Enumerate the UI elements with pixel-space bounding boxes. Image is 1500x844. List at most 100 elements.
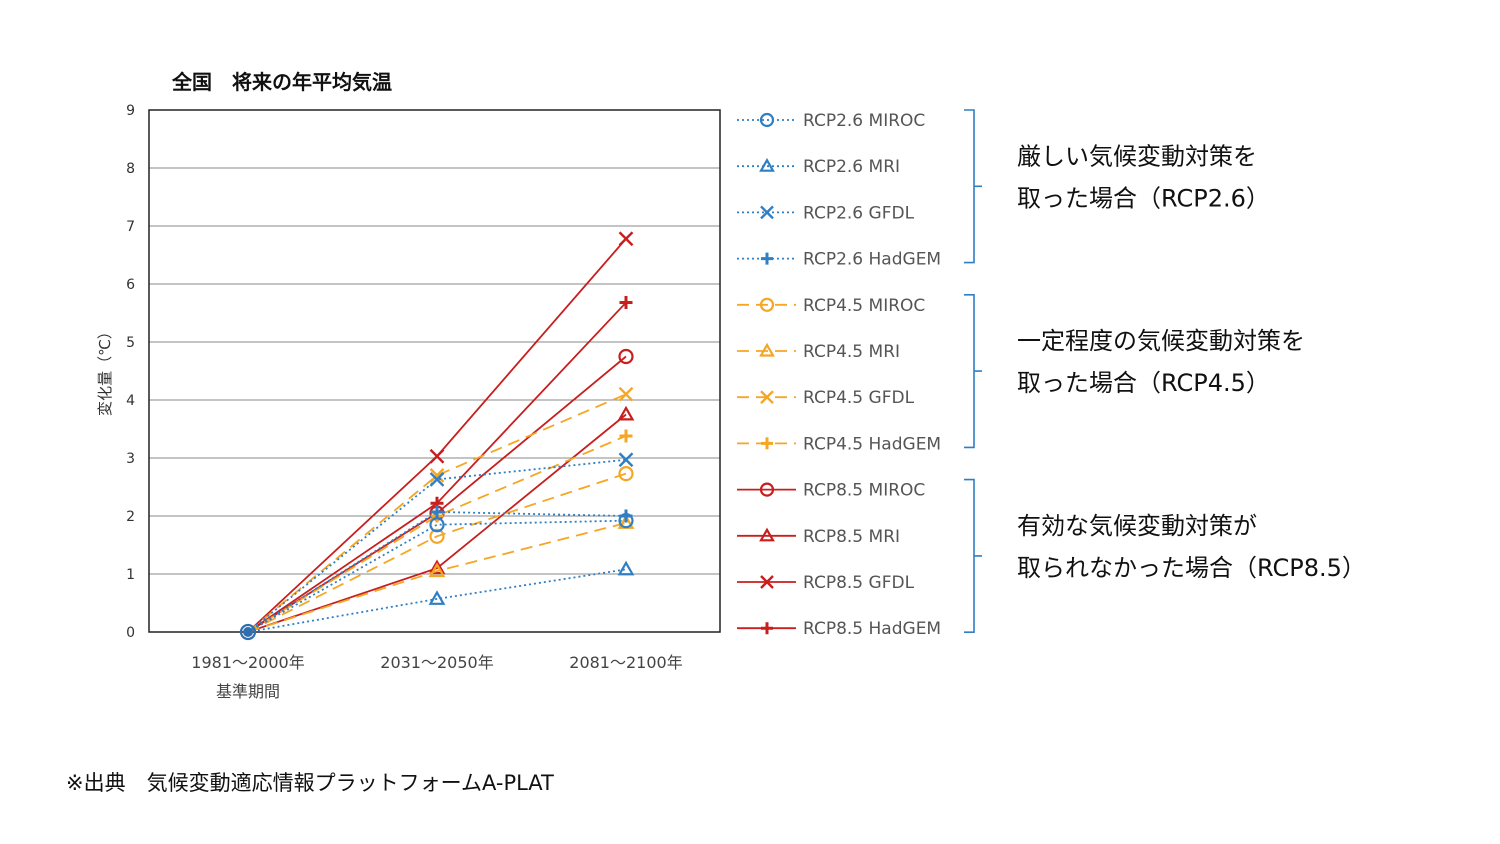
y-axis-label: 変化量（℃）	[96, 324, 114, 416]
y-tick-label: 1	[126, 567, 135, 583]
data-point	[429, 528, 445, 544]
data-point	[759, 527, 775, 542]
group-description: 取られなかった場合（RCP8.5）	[1017, 554, 1366, 582]
series-rcp2-6-gfdl	[247, 452, 634, 633]
group-bracket	[964, 109, 982, 264]
y-tick-label: 4	[126, 393, 135, 409]
data-point	[618, 466, 634, 482]
series-line	[247, 393, 627, 633]
data-point	[619, 429, 633, 443]
legend-label: RCP8.5 MIROC	[803, 481, 925, 501]
x-tick-label: 2031～2050年	[380, 653, 493, 672]
series-rcp2-6-mri	[247, 560, 635, 633]
data-point	[430, 505, 444, 519]
data-point	[618, 231, 634, 247]
group-description: 有効な気候変動対策が	[1017, 512, 1257, 540]
data-point	[759, 112, 775, 128]
data-point	[761, 437, 773, 450]
series-rcp2-6-hadgem	[247, 505, 633, 633]
data-point	[618, 348, 634, 365]
data-point	[429, 472, 445, 487]
group-description: 厳しい気候変動対策を	[1017, 142, 1257, 170]
series-line	[247, 472, 627, 633]
y-tick-label: 8	[126, 161, 135, 177]
group-bracket	[964, 294, 982, 449]
data-point	[760, 390, 774, 405]
group-bracket	[964, 478, 982, 633]
legend-item: RCP2.6 MIROC	[737, 111, 925, 131]
legend-label: RCP2.6 HadGEM	[803, 250, 941, 270]
x-tick-label: 2081～2100年	[569, 653, 682, 672]
legend-label: RCP4.5 GFDL	[803, 388, 915, 408]
legend-item: RCP8.5 MRI	[737, 527, 900, 547]
data-point	[759, 157, 775, 172]
legend-item: RCP4.5 GFDL	[737, 388, 915, 408]
y-tick-label: 3	[126, 451, 135, 467]
legend-item: RCP8.5 MIROC	[737, 481, 925, 501]
legend-item: RCP8.5 GFDL	[737, 573, 915, 593]
y-tick-label: 5	[126, 335, 135, 351]
data-point	[617, 560, 635, 576]
legend-item: RCP2.6 HadGEM	[737, 250, 941, 270]
x-axis-sub-label: 基準期間	[216, 682, 280, 701]
legend-item: RCP4.5 MIROC	[737, 296, 925, 316]
data-point	[618, 452, 634, 468]
legend-item: RCP4.5 MRI	[737, 342, 900, 362]
legend-label: RCP4.5 HadGEM	[803, 434, 941, 454]
data-point	[239, 623, 257, 641]
data-point	[618, 386, 634, 402]
series-rcp4-5-gfdl	[247, 386, 634, 633]
series-line	[247, 301, 627, 633]
series-line	[247, 522, 627, 633]
series-rcp8-5-miroc	[247, 348, 634, 633]
legend: RCP2.6 MIROC RCP2.6 MRI RCP2.6 GFDL RCP2.6 …	[737, 111, 941, 639]
data-point	[760, 205, 774, 220]
series-line	[247, 413, 627, 633]
legend-item: RCP2.6 MRI	[737, 157, 900, 177]
data-point	[429, 448, 445, 464]
legend-item: RCP2.6 GFDL	[737, 203, 915, 223]
legend-label: RCP2.6 MRI	[803, 157, 900, 177]
axes: 0 1 2 3 4 5 6 7 8 9 1981～2000年 2031～2050年 2081～2100年	[126, 103, 721, 672]
legend-item: RCP4.5 HadGEM	[737, 434, 941, 454]
data-point	[428, 562, 446, 578]
legend-label: RCP4.5 MIROC	[803, 296, 925, 316]
x-tick-label: 1981～2000年	[191, 653, 304, 672]
y-tick-label: 9	[126, 103, 135, 119]
series-line	[247, 568, 627, 633]
series-rcp4-5-miroc	[247, 466, 634, 633]
origin-point	[243, 627, 253, 637]
series-line	[247, 458, 627, 633]
y-tick-label: 7	[126, 219, 135, 235]
series-rcp8-5-mri	[247, 405, 635, 633]
legend-item: RCP8.5 HadGEM	[737, 619, 941, 639]
data-point	[429, 468, 445, 483]
data-point	[619, 509, 633, 523]
group-description: 取った場合（RCP4.5）	[1017, 369, 1270, 397]
source-note: ※出典 気候変動適応情報プラットフォームA-PLAT	[66, 771, 554, 795]
legend-label: RCP8.5 HadGEM	[803, 619, 941, 639]
data-point	[761, 252, 773, 265]
series-lines	[239, 231, 635, 641]
data-point	[428, 590, 446, 605]
y-tick-label: 6	[126, 277, 135, 293]
group-description: 取った場合（RCP2.6）	[1017, 184, 1270, 212]
data-point	[761, 622, 773, 635]
data-point	[759, 482, 775, 497]
series-rcp8-5-hadgem	[247, 296, 633, 633]
data-point	[760, 575, 774, 589]
y-tick-label: 0	[126, 625, 135, 641]
data-point	[428, 559, 446, 575]
data-point	[619, 296, 633, 310]
legend-label: RCP8.5 MRI	[803, 527, 900, 547]
data-point	[759, 297, 775, 312]
legend-label: RCP4.5 MRI	[803, 342, 900, 362]
data-point	[759, 342, 775, 357]
data-point	[617, 405, 635, 421]
legend-label: RCP8.5 GFDL	[803, 573, 915, 593]
